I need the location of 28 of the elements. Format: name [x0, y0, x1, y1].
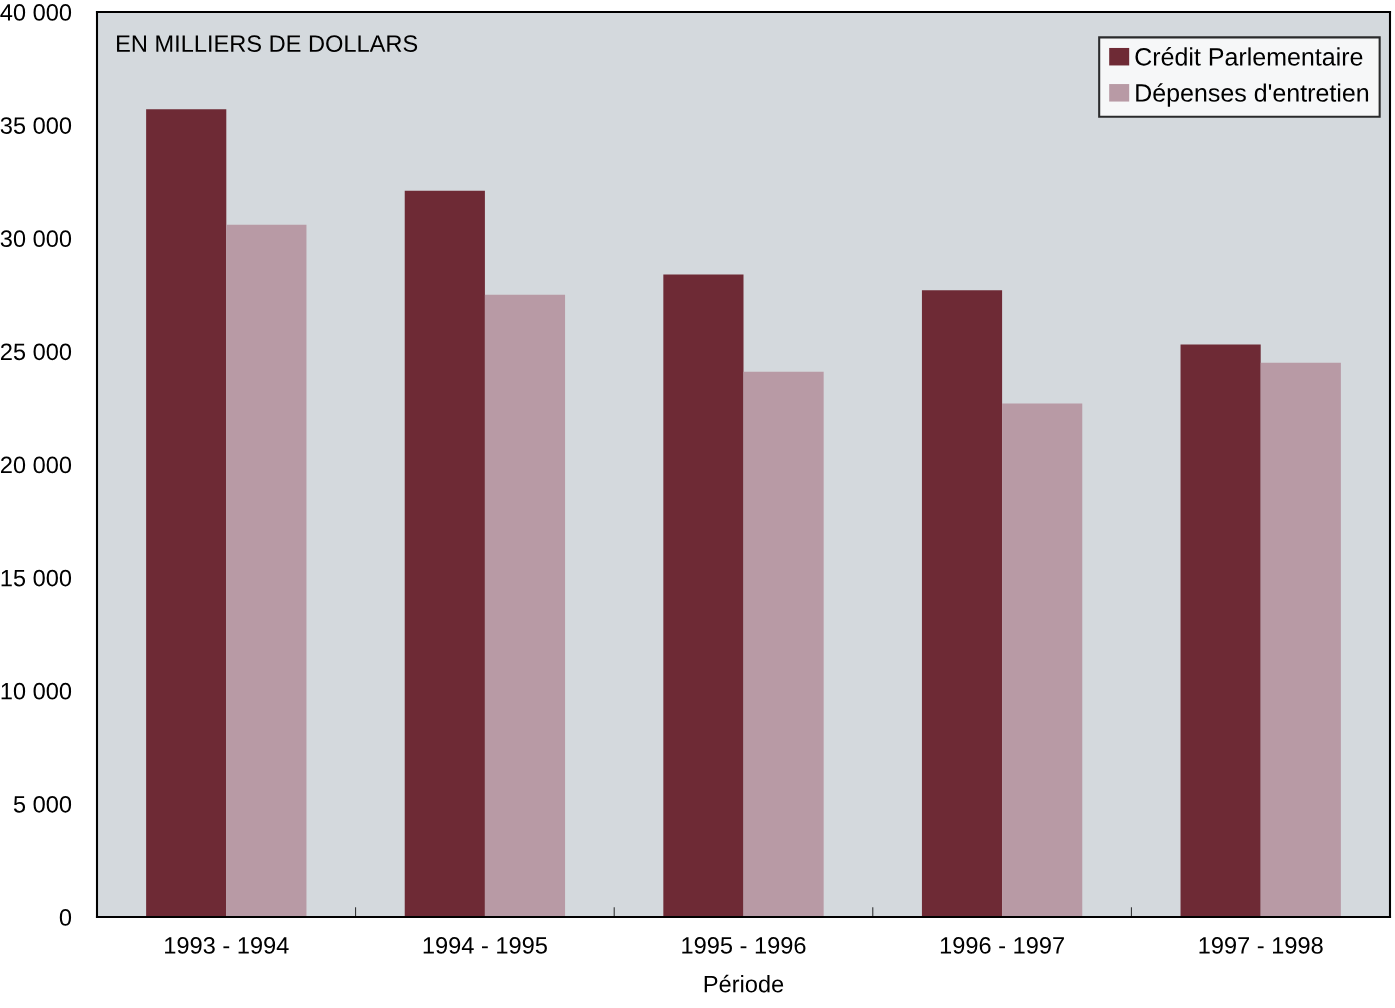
x-tick-label: 1993 - 1994 — [165, 937, 289, 954]
y-tick-label: 25 000 — [0, 343, 72, 361]
bar — [663, 274, 744, 917]
x-tick-label: 1997 - 1998 — [1199, 937, 1323, 954]
y-tick-label: 40 000 — [0, 4, 72, 21]
x-axis-title: Période — [704, 974, 784, 993]
bar — [146, 109, 227, 917]
bar — [404, 190, 485, 917]
x-tick-label: 1995 - 1996 — [682, 937, 806, 954]
y-tick-label: 20 000 — [0, 456, 72, 474]
bar — [921, 290, 1003, 917]
y-tick-label: 0 — [59, 909, 72, 926]
bar — [1002, 403, 1083, 917]
bar — [226, 224, 307, 917]
y-tick-label: 30 000 — [0, 230, 72, 248]
y-tick-label: 10 000 — [1, 682, 72, 700]
y-tick-label: 5 000 — [13, 795, 72, 813]
bar — [1180, 344, 1261, 917]
legend-label: Crédit Parlementaire — [1135, 47, 1363, 66]
bar — [743, 371, 824, 917]
y-tick-label: 35 000 — [0, 117, 72, 134]
annotation: EN MILLIERS DE DOLLARS — [117, 35, 418, 52]
x-tick-label: 1996 - 1997 — [940, 937, 1064, 954]
legend-label: Dépenses d'entretien — [1136, 83, 1369, 107]
y-tick-label: 15 000 — [1, 569, 72, 587]
bar — [484, 294, 566, 917]
x-tick-label: 1994 - 1995 — [423, 937, 547, 954]
bar — [1260, 362, 1341, 917]
